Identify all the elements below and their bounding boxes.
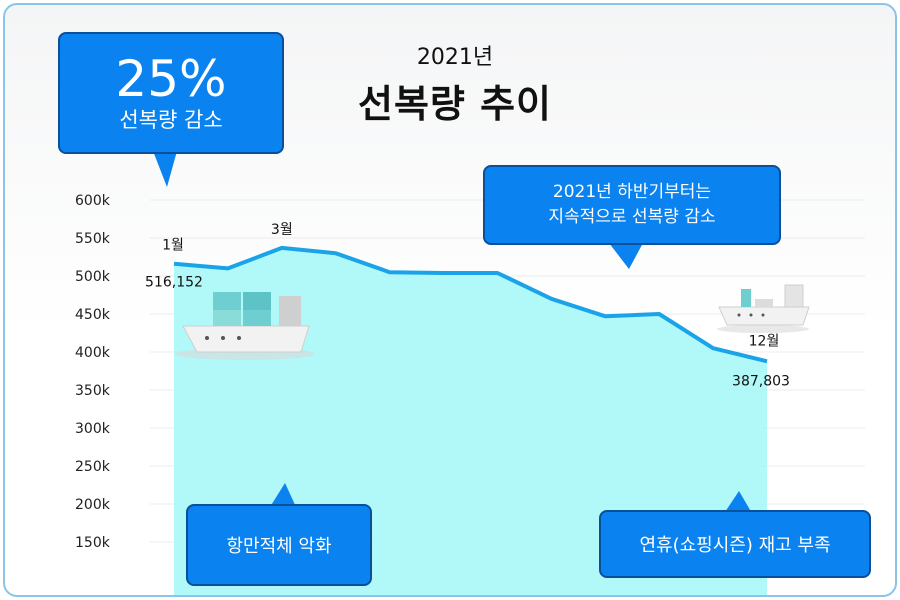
percent-callout: 25% 선복량 감소 xyxy=(58,32,284,154)
port-callout-pointer xyxy=(270,483,296,507)
percent-label: 선복량 감소 xyxy=(119,108,223,132)
second-half-line2: 지속적으로 선복량 감소 xyxy=(548,207,716,227)
holiday-callout-pointer xyxy=(723,491,753,515)
container-ship-icon xyxy=(175,292,315,360)
point-month-label: 12월 xyxy=(749,333,780,349)
point-labels: 1월 516,152 3월 12월 387,803 xyxy=(145,222,790,389)
second-half-callout-pointer xyxy=(609,243,643,269)
series-line xyxy=(173,245,768,364)
y-tick-label: 250k xyxy=(75,459,111,475)
point-month-label: 3월 xyxy=(271,222,293,238)
y-tick-label: 200k xyxy=(75,497,111,513)
point-month-label: 1월 xyxy=(162,238,184,254)
y-tick-label: 150k xyxy=(75,535,111,551)
y-tick-label: 350k xyxy=(75,383,111,399)
y-tick-label: 500k xyxy=(75,269,111,285)
port-congestion-callout: 항만적체 악화 xyxy=(186,504,372,586)
chart-year: 2021년 xyxy=(416,45,494,70)
y-tick-label: 450k xyxy=(75,307,111,323)
holiday-shortage-text: 연휴(쇼핑시즌) 재고 부족 xyxy=(639,535,831,556)
y-tick-label: 400k xyxy=(75,345,111,361)
holiday-shortage-callout: 연휴(쇼핑시즌) 재고 부족 xyxy=(599,510,871,578)
percent-callout-pointer xyxy=(153,151,177,187)
port-congestion-text: 항만적체 악화 xyxy=(226,536,332,557)
point-value-label: 387,803 xyxy=(732,373,790,389)
percent-value: 25% xyxy=(115,50,227,108)
chart-frame: 2021년 선복량 추이 600k 550k 500k 450k 400k 350k 300… xyxy=(3,3,897,597)
cargo-ship-icon xyxy=(717,284,810,333)
y-tick-label: 550k xyxy=(75,231,111,247)
second-half-callout: 2021년 하반기부터는 지속적으로 선복량 감소 xyxy=(483,165,781,245)
y-tick-label: 300k xyxy=(75,421,111,437)
second-half-line1: 2021년 하반기부터는 xyxy=(552,182,712,202)
chart-title: 선복량 추이 xyxy=(357,82,553,126)
point-value-label: 516,152 xyxy=(145,275,203,291)
y-axis: 600k 550k 500k 450k 400k 350k 300k 250k 200k 150k xyxy=(75,193,111,551)
y-tick-label: 600k xyxy=(75,193,111,209)
